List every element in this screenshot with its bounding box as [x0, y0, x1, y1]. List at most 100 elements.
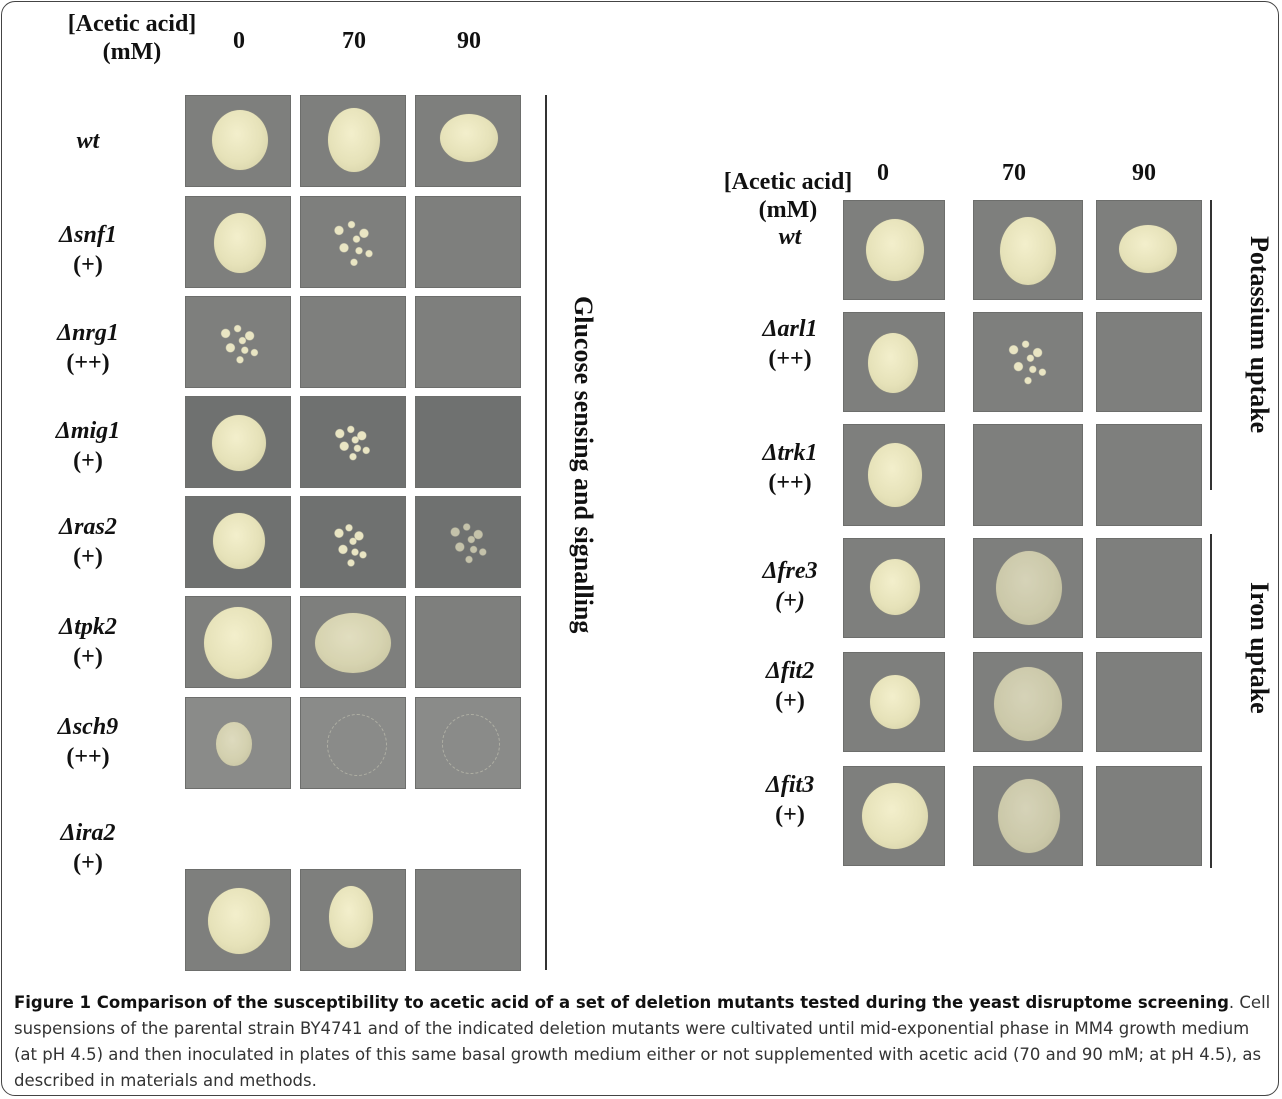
plate-spot	[185, 196, 291, 288]
left-strain-label: Δtpk2 (+)	[59, 614, 117, 670]
colony	[213, 513, 265, 569]
right-axis-title: [Acetic acid] (mM)	[688, 168, 888, 224]
caption-body: Cell suspensions of the parental strain …	[14, 993, 1271, 1090]
plate-spot	[973, 200, 1083, 300]
right-conc-70: 70	[1002, 160, 1026, 186]
plate-spot	[415, 697, 521, 789]
colony-sparse	[446, 517, 492, 567]
plate-spot	[415, 869, 521, 971]
plate-spot	[415, 196, 521, 288]
right-group-label-top: Potassium uptake	[1245, 236, 1274, 434]
plate-spot	[843, 424, 945, 526]
left-strain-label: Δmig1 (+)	[55, 418, 121, 474]
plate-spot	[843, 766, 945, 866]
left-conc-70: 70	[342, 28, 366, 54]
right-strain-label: Δfit3 (+)	[765, 772, 815, 828]
right-strain-label: Δtrk1 (++)	[762, 440, 818, 496]
left-conc-90: 90	[457, 28, 481, 54]
colony	[204, 607, 272, 679]
left-conc-0: 0	[233, 28, 245, 54]
right-strain-label: Δarl1 (++)	[762, 316, 818, 372]
plate-spot	[1096, 652, 1202, 752]
left-strain-label: Δsch9 (++)	[57, 714, 119, 770]
colony	[866, 219, 924, 281]
caption-title: Figure 1 Comparison of the susceptibilit…	[14, 993, 1229, 1012]
colony	[440, 114, 498, 162]
right-axis-title-line2: (mM)	[758, 197, 818, 223]
plate-spot	[185, 596, 291, 688]
colony	[315, 613, 391, 673]
left-strain-label: Δnrg1 (++)	[57, 320, 119, 376]
colony	[862, 783, 928, 849]
colony-sparse	[329, 213, 379, 271]
plate-spot	[973, 424, 1083, 526]
colony-sparse	[1004, 333, 1052, 389]
colony	[870, 675, 920, 729]
plate-spot	[843, 538, 945, 638]
colony	[212, 110, 268, 170]
colony	[212, 415, 266, 471]
plate-spot	[1096, 200, 1202, 300]
left-strain-label: wt	[76, 128, 100, 154]
right-conc-90: 90	[1132, 160, 1156, 186]
right-group-bracket-top	[1210, 200, 1212, 490]
colony-sparse	[331, 517, 371, 571]
plate-spot	[1096, 538, 1202, 638]
right-strain-label: Δfit2 (+)	[765, 658, 815, 714]
left-group-label: Glucose sensing and signalling	[569, 296, 598, 634]
colony-faint	[327, 714, 387, 776]
colony-sparse	[216, 319, 264, 367]
plate-spot	[415, 396, 521, 488]
left-strain-label: Δira2 (+)	[60, 820, 116, 876]
colony	[870, 559, 920, 615]
right-conc-0: 0	[877, 160, 889, 186]
plate-spot	[185, 296, 291, 388]
colony	[994, 667, 1062, 741]
right-group-bracket-bottom	[1210, 534, 1212, 868]
colony	[216, 722, 252, 766]
colony	[1119, 225, 1177, 273]
right-axis-title-line1: [Acetic acid]	[723, 169, 853, 195]
left-strain-label: Δsnf1 (+)	[59, 222, 117, 278]
colony	[328, 108, 380, 172]
plate-spot	[300, 596, 406, 688]
colony	[1000, 217, 1056, 285]
colony	[329, 886, 373, 948]
colony	[208, 888, 270, 954]
plate-spot	[415, 296, 521, 388]
colony	[996, 551, 1062, 625]
plate-spot	[300, 296, 406, 388]
plate-spot	[185, 496, 291, 588]
right-strain-label: wt	[778, 224, 802, 250]
colony-faint	[442, 714, 500, 774]
plate-spot	[1096, 766, 1202, 866]
plate-spot	[300, 196, 406, 288]
colony	[998, 779, 1060, 853]
right-group-label-bottom: Iron uptake	[1245, 582, 1274, 714]
left-axis-title: [Acetic acid] (mM)	[22, 10, 242, 66]
plate-spot	[300, 697, 406, 789]
plate-spot	[300, 496, 406, 588]
plate-spot	[973, 766, 1083, 866]
left-axis-title-line1: [Acetic acid]	[67, 11, 197, 37]
plate-spot	[843, 652, 945, 752]
colony	[868, 333, 918, 393]
plate-spot	[185, 697, 291, 789]
plate-spot	[415, 496, 521, 588]
plate-spot	[185, 396, 291, 488]
figure-caption: Figure 1 Comparison of the susceptibilit…	[14, 990, 1272, 1094]
plate-spot	[415, 95, 521, 187]
plate-spot	[300, 95, 406, 187]
plate-spot	[973, 538, 1083, 638]
plate-spot	[300, 869, 406, 971]
right-strain-label: Δfre3 (+)	[762, 558, 818, 614]
plate-spot	[185, 869, 291, 971]
plate-spot	[973, 312, 1083, 412]
plate-spot	[1096, 424, 1202, 526]
left-axis-title-line2: (mM)	[102, 39, 162, 65]
plate-spot	[973, 652, 1083, 752]
plate-spot	[843, 312, 945, 412]
caption-title-end: .	[1228, 993, 1235, 1012]
left-group-bracket	[545, 95, 547, 970]
